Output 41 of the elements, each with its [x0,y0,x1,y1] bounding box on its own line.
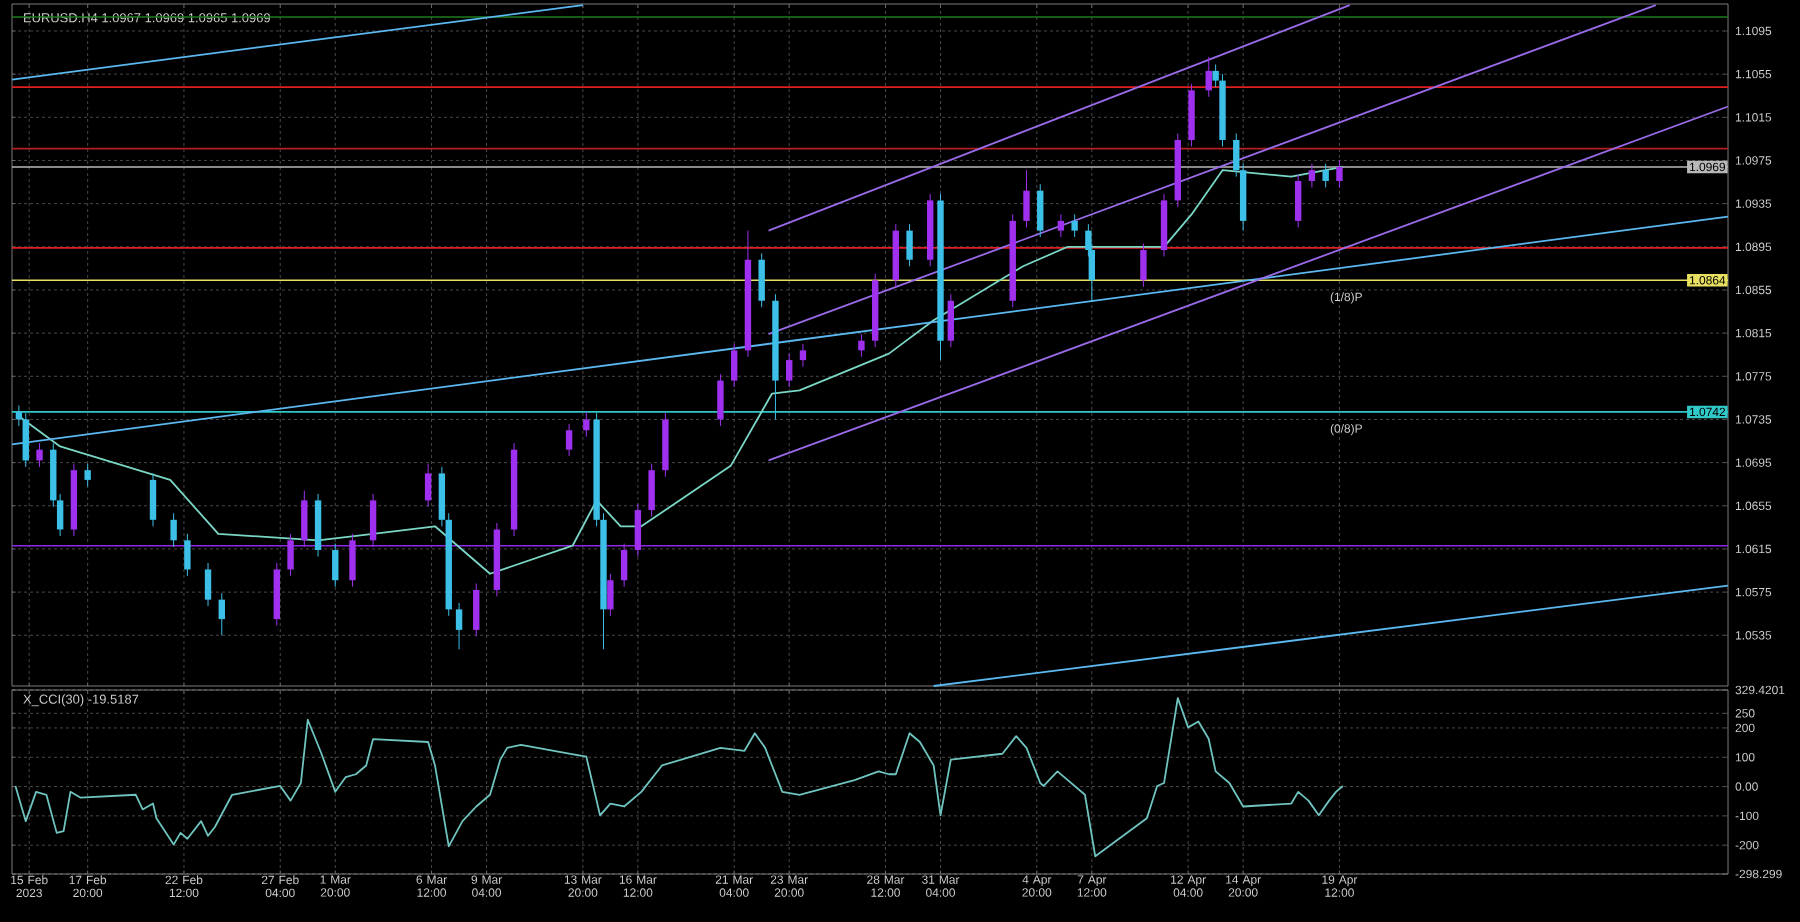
candlestick [149,472,157,527]
candlestick [730,343,738,388]
candlestick [1023,169,1030,228]
candlestick [1294,173,1302,228]
candlestick [607,573,614,617]
candlestick [473,582,480,637]
candlestick [1140,243,1147,288]
candlestick [634,503,642,557]
candlestick [620,543,628,588]
candlestick [170,512,177,548]
candlestick [36,442,43,468]
candlestick [1071,213,1078,238]
candlestick [799,343,807,368]
candlestick [1037,183,1044,238]
candlestick [204,562,212,607]
candlestick [1057,213,1065,238]
candlestick [758,252,765,308]
candlestick [786,353,793,388]
candlestick [858,333,865,358]
candlestick [455,602,463,650]
candlestick [301,490,308,548]
candlestick [1336,159,1343,188]
candlestick [648,463,655,518]
line-series [14,697,1344,858]
candlestick [1322,163,1329,188]
candlestick [717,373,724,427]
candlestick [583,411,590,438]
candlestick [565,423,573,457]
candlestick [1308,163,1316,188]
candlestick [369,493,377,548]
candlestick [947,293,955,348]
candlestick [906,223,913,267]
candlestick [332,543,339,588]
candlestick [287,533,294,577]
candlestick [84,463,91,487]
candlestick [1205,56,1212,98]
candlestick [349,533,356,588]
candlestick [424,463,432,508]
candlestick [22,412,29,468]
candlestick [184,533,191,577]
candlestick [218,592,225,636]
